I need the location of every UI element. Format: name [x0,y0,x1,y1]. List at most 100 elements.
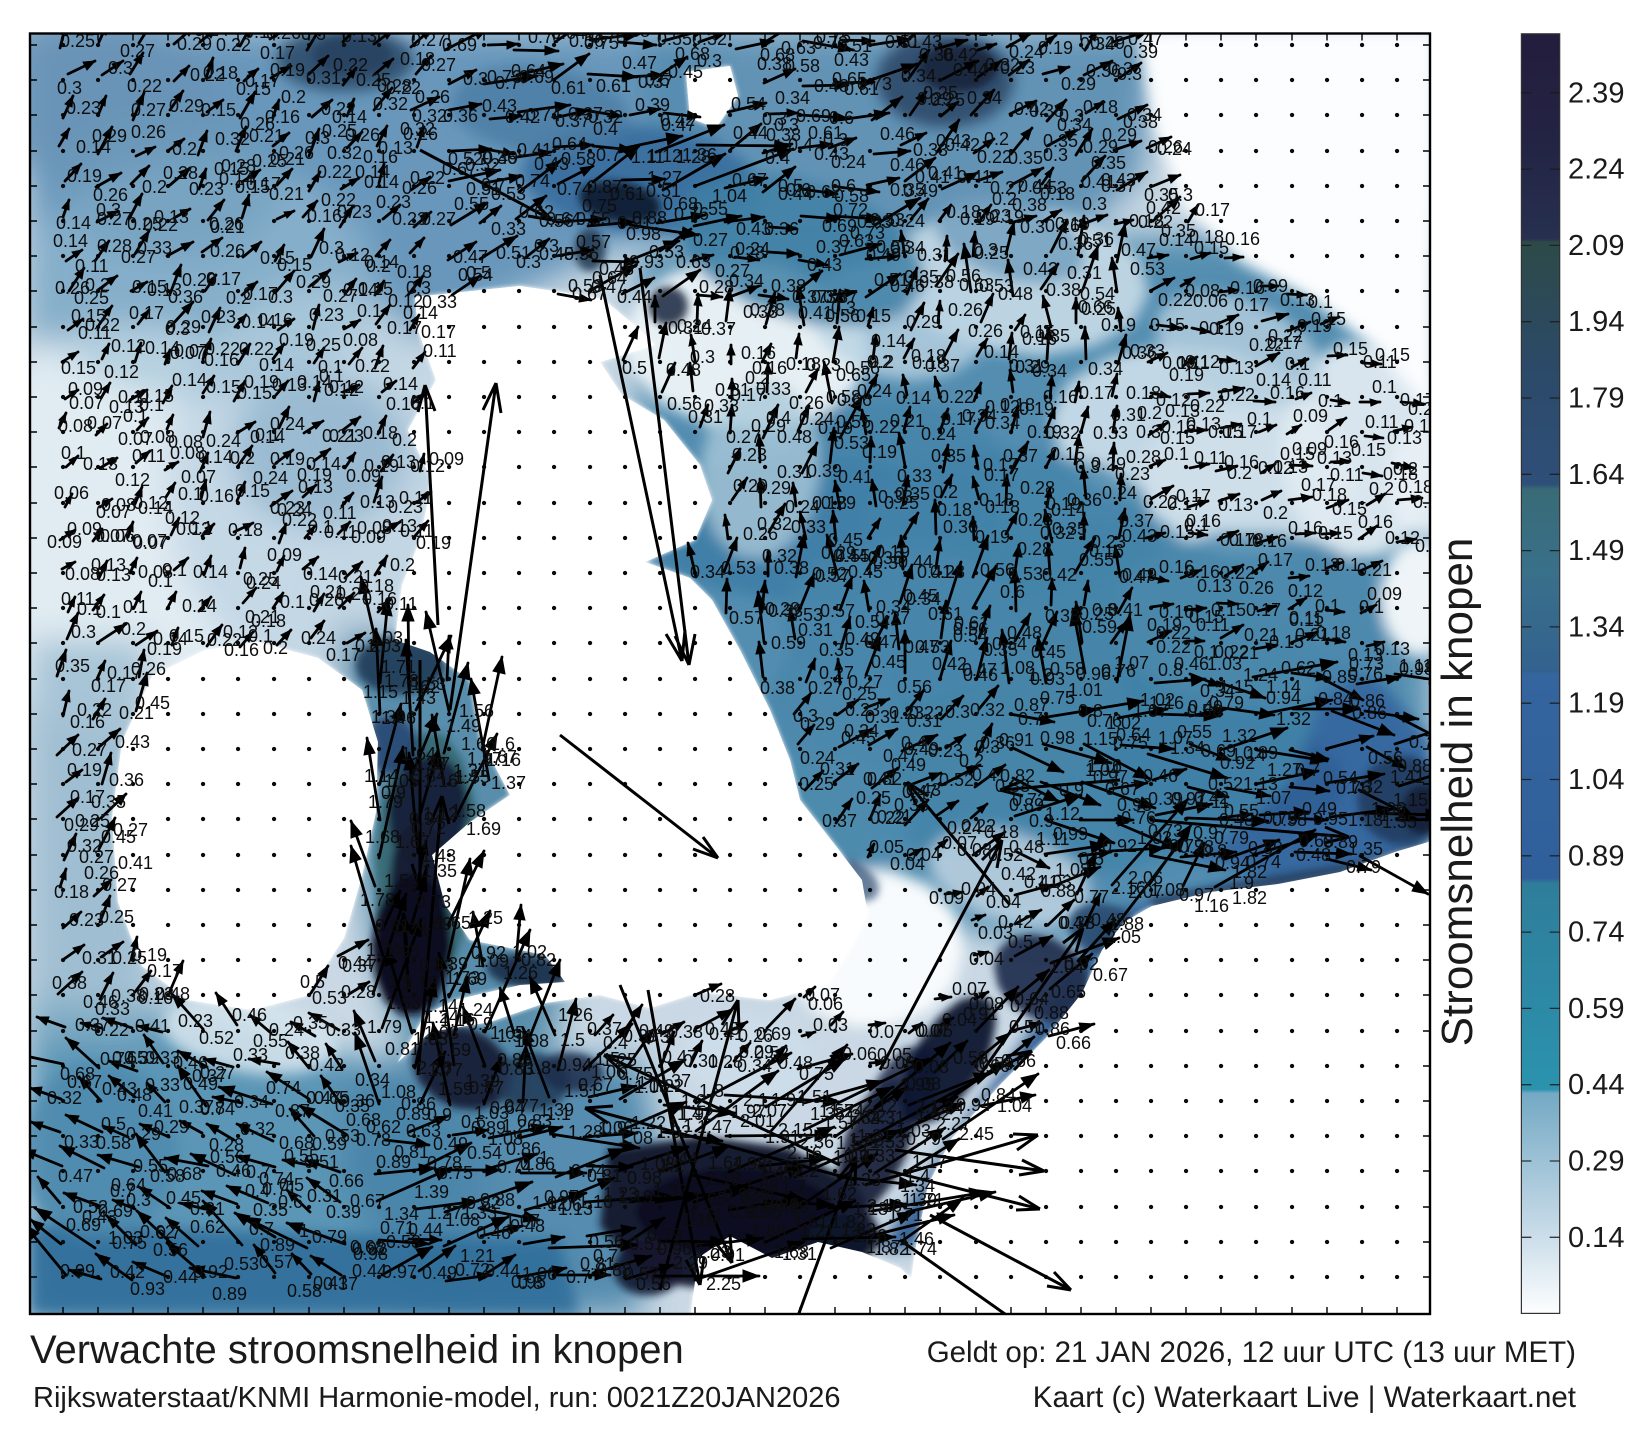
svg-text:0.13: 0.13 [1317,448,1352,468]
svg-text:0.33: 0.33 [894,795,929,815]
svg-text:0.06: 0.06 [808,994,843,1014]
svg-text:0.75: 0.75 [112,1233,147,1253]
svg-text:0.2: 0.2 [390,555,415,575]
svg-text:0.21: 0.21 [270,149,305,169]
svg-text:0.1: 0.1 [139,395,164,415]
svg-text:0.28: 0.28 [730,243,765,263]
svg-text:1.56: 1.56 [459,701,494,721]
svg-text:0.53: 0.53 [1008,564,1043,584]
svg-text:0.49: 0.49 [422,1263,457,1283]
svg-text:2.07: 2.07 [1128,882,1163,902]
svg-text:0.46: 0.46 [890,276,925,296]
svg-text:0.14: 0.14 [303,564,338,584]
svg-text:1.83: 1.83 [841,1220,876,1240]
svg-text:0.33: 0.33 [145,1048,180,1068]
svg-text:0.29: 0.29 [756,478,791,498]
svg-text:0.32: 0.32 [400,119,435,139]
svg-text:0.53: 0.53 [312,988,347,1008]
svg-text:0.89: 0.89 [1323,832,1358,852]
svg-text:0.95: 0.95 [747,1202,782,1222]
svg-text:0.91: 0.91 [963,1004,998,1024]
svg-text:0.1: 0.1 [61,443,86,463]
svg-text:0.13: 0.13 [106,17,141,37]
svg-text:0.56: 0.56 [667,394,702,414]
svg-text:1.19: 1.19 [618,1187,653,1207]
svg-text:1.71: 1.71 [909,1190,944,1210]
svg-text:1.53: 1.53 [384,871,419,891]
svg-text:0.36: 0.36 [919,45,954,65]
svg-text:0.66: 0.66 [1078,297,1113,317]
svg-text:1.11: 1.11 [1399,656,1433,676]
svg-text:0.14: 0.14 [56,213,91,233]
svg-text:1.39: 1.39 [433,954,468,974]
svg-text:0.15: 0.15 [1375,345,1410,365]
svg-text:0.68: 0.68 [1299,831,1334,851]
svg-text:0.13: 0.13 [1165,401,1200,421]
svg-text:0.61: 0.61 [596,76,631,96]
svg-text:0.13: 0.13 [154,207,189,227]
svg-text:0.55: 0.55 [284,1146,319,1166]
svg-text:0.7: 0.7 [246,1162,271,1182]
svg-text:0.74: 0.74 [266,1078,301,1098]
svg-text:0.1: 0.1 [188,518,213,538]
svg-text:1.07: 1.07 [1114,653,1149,673]
svg-text:0.41: 0.41 [928,163,963,183]
svg-text:0.4: 0.4 [972,765,997,785]
svg-text:0.49: 0.49 [639,1021,674,1041]
svg-text:0.41: 0.41 [313,1273,348,1293]
svg-text:0.43: 0.43 [936,131,971,151]
svg-text:1.34: 1.34 [1170,738,1205,758]
svg-text:0.3: 0.3 [690,347,715,367]
svg-text:0.16: 0.16 [224,640,259,660]
svg-text:0.18: 0.18 [984,822,1019,842]
svg-text:0.46: 0.46 [890,155,925,175]
svg-text:1.53: 1.53 [849,1130,884,1150]
svg-text:0.15: 0.15 [1194,238,1229,258]
svg-text:0.45: 0.45 [135,693,170,713]
svg-text:0.51: 0.51 [1077,231,1112,251]
svg-text:0.13: 0.13 [1197,576,1232,596]
svg-text:0.31: 0.31 [668,318,703,338]
svg-text:0.9: 0.9 [1059,780,1084,800]
svg-text:0.41: 0.41 [798,303,833,323]
svg-text:0.25: 0.25 [799,774,834,794]
svg-text:0.05: 0.05 [877,1045,912,1065]
svg-text:0.1: 0.1 [1164,444,1189,464]
svg-text:0.35: 0.35 [904,267,939,287]
svg-text:0.11: 0.11 [118,387,152,407]
svg-text:0.31: 0.31 [907,711,942,731]
svg-text:0.24: 0.24 [1102,483,1137,503]
svg-text:0.25: 0.25 [974,243,1009,263]
svg-text:0.3: 0.3 [1043,145,1068,165]
svg-text:1.34: 1.34 [929,1098,964,1118]
svg-text:0.2: 0.2 [1263,503,1288,523]
svg-text:0.32: 0.32 [327,143,362,163]
svg-text:0.26: 0.26 [415,87,450,107]
svg-text:0.94: 0.94 [557,1055,592,1075]
svg-text:0.09: 0.09 [1292,439,1327,459]
svg-text:0.24: 0.24 [206,431,241,451]
svg-text:0.24: 0.24 [831,152,866,172]
svg-text:0.4: 0.4 [901,733,926,753]
svg-text:0.32: 0.32 [215,129,250,149]
svg-text:0.13: 0.13 [1387,428,1422,448]
svg-text:0.28: 0.28 [765,599,800,619]
svg-text:0.27: 0.27 [113,820,148,840]
svg-text:0.48: 0.48 [1296,845,1331,865]
svg-text:0.46: 0.46 [963,665,998,685]
svg-text:0.29: 0.29 [92,126,127,146]
svg-text:0.41: 0.41 [957,167,992,187]
svg-text:Geldt op: 21 JAN 2026, 12 uur: Geldt op: 21 JAN 2026, 12 uur UTC (13 uu… [927,1336,1576,1369]
svg-text:0.26: 0.26 [1239,578,1274,598]
svg-text:0.38: 0.38 [1045,606,1080,626]
svg-text:0.73: 0.73 [1148,821,1183,841]
svg-text:1.11: 1.11 [1196,792,1230,812]
svg-text:0.37: 0.37 [822,811,857,831]
svg-text:0.72: 0.72 [455,1260,490,1280]
svg-text:0.26: 0.26 [948,300,983,320]
svg-text:0.32: 0.32 [1045,423,1080,443]
svg-text:0.06: 0.06 [880,1053,915,1073]
svg-text:0.17: 0.17 [387,318,422,338]
svg-text:0.3: 0.3 [463,69,488,89]
svg-text:0.34: 0.34 [1057,115,1092,135]
